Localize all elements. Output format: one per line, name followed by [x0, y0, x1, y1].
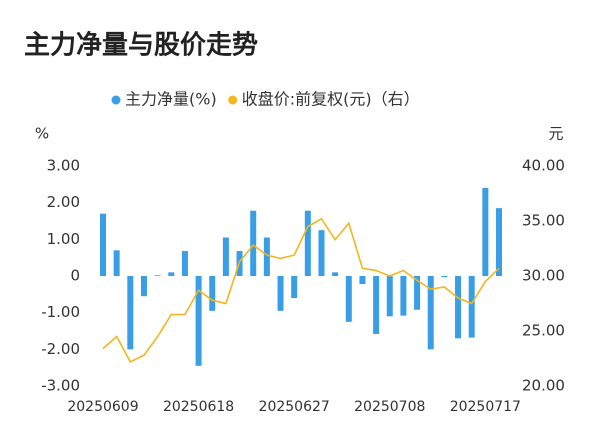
bar — [345, 276, 352, 322]
bar — [168, 272, 175, 276]
bar — [427, 276, 434, 350]
bar — [318, 230, 325, 276]
bar — [400, 276, 407, 316]
bar — [482, 188, 489, 276]
x-tick-label: 20250627 — [259, 399, 330, 415]
bar — [373, 276, 380, 334]
bar — [154, 275, 161, 277]
bar — [181, 251, 188, 276]
bar — [332, 272, 339, 276]
bar — [441, 276, 448, 278]
x-tick-label: 20250717 — [450, 399, 521, 415]
bar — [291, 276, 298, 298]
bar — [414, 276, 421, 310]
y2-tick-label: 30.00 — [522, 267, 565, 285]
bar — [100, 213, 106, 276]
legend-label: 主力净量(%) — [125, 90, 217, 109]
bar — [455, 276, 462, 339]
y2-tick-label: 20.00 — [522, 377, 565, 395]
bar — [113, 250, 120, 276]
y2-tick-label: 35.00 — [522, 212, 565, 230]
y-tick-label: 1.00 — [47, 230, 80, 248]
x-tick-label: 20250609 — [67, 399, 138, 415]
bar — [222, 237, 229, 276]
y-tick-label: 3.00 — [47, 157, 80, 175]
legend-marker — [228, 95, 238, 105]
y-unit: % — [35, 125, 49, 143]
y-tick-label: 0 — [70, 267, 80, 285]
x-tick-label: 20250708 — [354, 399, 425, 415]
bar — [496, 208, 502, 276]
y-tick-label: -2.00 — [41, 340, 80, 358]
price-line — [102, 217, 500, 363]
bar — [386, 276, 393, 317]
y2-tick-label: 40.00 — [522, 157, 565, 175]
legend-label: 收盘价:前复权(元)（右） — [242, 90, 420, 109]
legend-marker — [111, 95, 121, 105]
y-tick-label: -1.00 — [41, 303, 80, 321]
bar — [263, 237, 270, 276]
bar — [304, 210, 311, 276]
bar — [277, 276, 284, 311]
y2-tick-label: 25.00 — [522, 322, 565, 340]
chart-title: 主力净量与股价走势 — [24, 31, 258, 61]
y2-unit: 元 — [548, 125, 563, 143]
bar — [250, 210, 257, 276]
bar — [209, 276, 216, 311]
bar — [140, 276, 147, 297]
y-tick-label: 2.00 — [47, 193, 80, 211]
x-tick-label: 20250618 — [163, 399, 234, 415]
bar — [127, 276, 134, 350]
y-tick-label: -3.00 — [41, 377, 80, 395]
bar — [359, 276, 366, 285]
bar — [195, 276, 202, 366]
bar — [468, 276, 475, 338]
